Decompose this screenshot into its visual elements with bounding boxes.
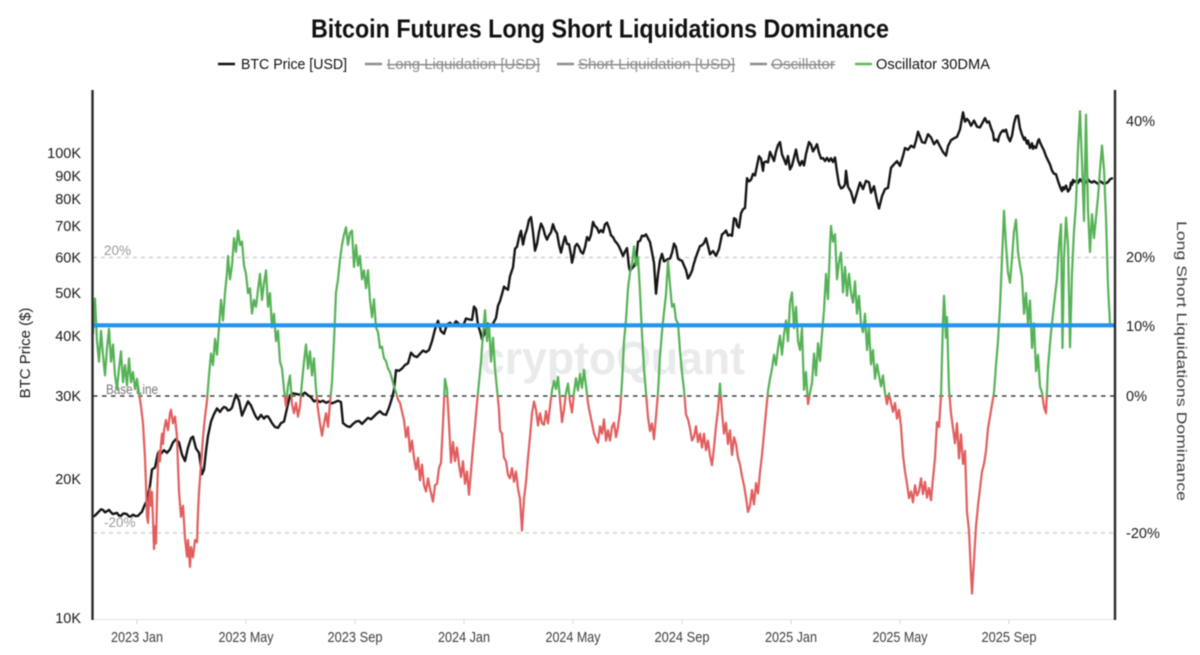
svg-text:60K: 60K bbox=[55, 251, 81, 267]
svg-text:2024 Sep: 2024 Sep bbox=[655, 629, 710, 646]
svg-text:10K: 10K bbox=[55, 611, 81, 627]
svg-text:Long Short Liquidations Domina: Long Short Liquidations Dominance bbox=[1174, 221, 1190, 501]
svg-text:30K: 30K bbox=[55, 389, 81, 405]
svg-text:Oscillator: Oscillator bbox=[771, 56, 835, 73]
svg-text:Bitcoin Futures Long Short Liq: Bitcoin Futures Long Short Liquidations … bbox=[311, 14, 889, 44]
svg-text:Oscillator 30DMA: Oscillator 30DMA bbox=[876, 56, 990, 73]
svg-text:40%: 40% bbox=[1126, 114, 1155, 130]
svg-text:2025 Jan: 2025 Jan bbox=[765, 629, 817, 646]
svg-text:2023 Sep: 2023 Sep bbox=[328, 629, 383, 646]
svg-text:50K: 50K bbox=[55, 286, 81, 302]
svg-text:2024 Jan: 2024 Jan bbox=[438, 629, 490, 646]
svg-text:Short Liquidation [USD]: Short Liquidation [USD] bbox=[578, 56, 735, 73]
svg-text:2023 Jan: 2023 Jan bbox=[111, 629, 163, 646]
svg-text:10%: 10% bbox=[1126, 319, 1155, 335]
svg-text:Base Line: Base Line bbox=[106, 382, 158, 397]
svg-text:20%: 20% bbox=[1126, 250, 1155, 266]
svg-text:Long Liquidation [USD]: Long Liquidation [USD] bbox=[387, 56, 540, 73]
svg-text:2024 May: 2024 May bbox=[546, 629, 601, 646]
svg-text:40K: 40K bbox=[55, 329, 81, 345]
svg-text:70K: 70K bbox=[55, 219, 81, 235]
svg-text:0%: 0% bbox=[1126, 389, 1147, 405]
svg-text:90K: 90K bbox=[55, 169, 81, 185]
svg-text:-20%: -20% bbox=[1126, 526, 1160, 542]
svg-text:100K: 100K bbox=[47, 146, 81, 162]
svg-text:20K: 20K bbox=[55, 472, 81, 488]
svg-text:cryptoQuant: cryptoQuant bbox=[480, 332, 745, 384]
svg-text:BTC Price ($): BTC Price ($) bbox=[17, 308, 34, 399]
svg-text:-20%: -20% bbox=[104, 515, 136, 530]
svg-text:2025 Sep: 2025 Sep bbox=[982, 629, 1037, 646]
svg-text:20%: 20% bbox=[104, 243, 131, 258]
svg-text:80K: 80K bbox=[55, 192, 81, 208]
svg-text:BTC Price [USD]: BTC Price [USD] bbox=[241, 56, 347, 73]
svg-text:2025 May: 2025 May bbox=[873, 629, 928, 646]
svg-text:2023 May: 2023 May bbox=[219, 629, 274, 646]
